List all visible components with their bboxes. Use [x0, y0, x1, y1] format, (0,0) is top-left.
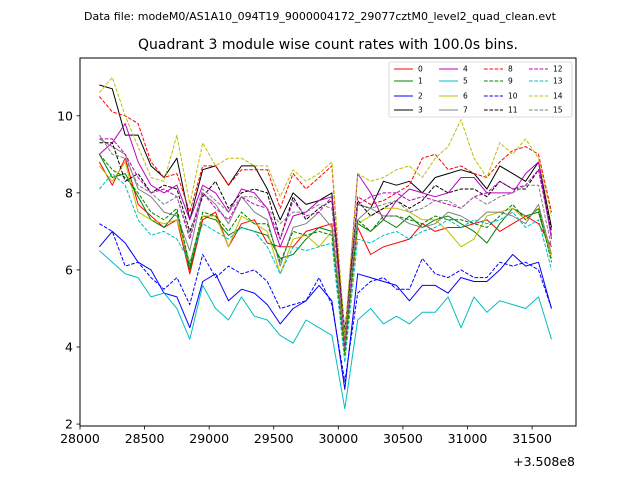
x-tick-label: 29500 [254, 431, 294, 446]
legend-label-8: 8 [508, 65, 513, 74]
series-line-12 [99, 138, 552, 348]
legend-label-2: 2 [418, 92, 423, 101]
x-tick-label: 30500 [383, 431, 423, 446]
series-line-4 [99, 123, 552, 340]
legend-box [388, 61, 573, 118]
y-tick-label: 8 [65, 185, 73, 200]
chart-title: Quadrant 3 module wise count rates with … [138, 37, 518, 53]
series-line-2 [99, 230, 552, 390]
series-line-10 [99, 223, 552, 383]
x-tick-label: 31000 [448, 431, 488, 446]
legend-label-9: 9 [508, 77, 513, 86]
y-tick-label: 6 [65, 262, 73, 277]
figure-suptitle: Data file: modeM0/AS1A10_094T19_90000041… [84, 10, 557, 23]
legend-label-1: 1 [418, 77, 423, 86]
x-tick-label: 29000 [189, 431, 229, 446]
x-tick-label: 30000 [318, 431, 358, 446]
series-line-5 [99, 250, 552, 410]
legend-label-15: 15 [553, 106, 563, 115]
series-line-1 [98, 154, 552, 348]
series-line-7 [99, 138, 552, 348]
series-line-15 [98, 134, 552, 344]
x-tick-label: 28000 [60, 431, 100, 446]
legend-label-7: 7 [463, 106, 468, 115]
legend-label-10: 10 [508, 92, 518, 101]
series-line-14 [99, 76, 552, 336]
y-tick-label: 4 [65, 340, 73, 355]
axes-frame [79, 57, 577, 427]
series-line-8 [99, 96, 552, 344]
legend-label-6: 6 [463, 92, 468, 101]
x-tick-label: 31500 [512, 431, 552, 446]
legend-label-4: 4 [463, 65, 468, 74]
legend-label-13: 13 [553, 77, 563, 86]
legend-label-3: 3 [418, 106, 423, 115]
legend-label-14: 14 [553, 92, 563, 101]
x-axis: 28000 28500 29000 29500 30000 30500 31000 31500 [60, 426, 552, 446]
series-line-13 [99, 173, 552, 363]
series-line-9 [99, 153, 552, 356]
legend-label-5: 5 [463, 77, 468, 86]
y-tick-label: 10 [57, 108, 73, 123]
series-line-6 [99, 161, 552, 356]
y-axis: 2 4 6 8 10 [57, 108, 80, 432]
legend-label-12: 12 [553, 65, 563, 74]
plot-lines [98, 76, 552, 410]
legend-label-0: 0 [418, 65, 423, 74]
y-tick-label: 2 [65, 417, 73, 432]
x-axis-offset-label: +3.508e8 [513, 454, 575, 469]
x-tick-label: 28500 [125, 431, 165, 446]
series-line-3 [99, 84, 552, 333]
series-line-0 [98, 157, 552, 352]
legend-label-11: 11 [508, 106, 518, 115]
